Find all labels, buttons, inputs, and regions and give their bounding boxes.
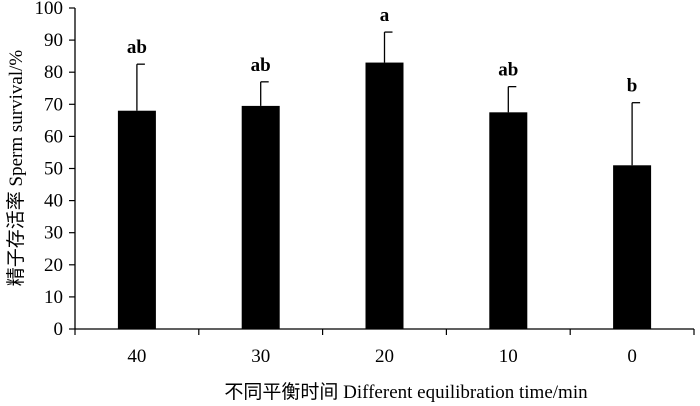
error-bars: [136, 31, 641, 166]
y-tick-label: 10: [44, 287, 63, 308]
significance-label: ab: [127, 37, 147, 58]
bar: [241, 105, 280, 329]
y-tick-label: 0: [54, 319, 64, 340]
y-tick-label: 90: [44, 30, 63, 51]
y-tick-label: 20: [44, 255, 63, 276]
bar: [365, 62, 404, 329]
y-tick-label: 40: [44, 191, 63, 212]
y-tick-label: 30: [44, 223, 63, 244]
x-tick-label: 40: [127, 346, 146, 367]
y-axis-title: 精子存活率 Sperm survival/%: [5, 50, 27, 287]
bar: [117, 110, 156, 329]
significance-labels: ab ab a ab b: [127, 5, 638, 97]
significance-label: ab: [498, 60, 518, 81]
bar: [613, 165, 652, 329]
y-tick-label: 100: [35, 0, 64, 19]
bars: [117, 62, 652, 329]
x-tick-label: 20: [375, 346, 394, 367]
significance-label: a: [380, 5, 390, 26]
x-tick-label: 30: [251, 346, 270, 367]
y-tick-label: 50: [44, 159, 63, 180]
y-axis-ticks: 0 10 20 30 40 50 60 70 80 90 100: [35, 0, 75, 340]
significance-label: ab: [251, 55, 271, 76]
x-tick-label: 0: [627, 346, 637, 367]
y-tick-label: 80: [44, 62, 63, 83]
x-axis-ticks: 40 30 20 10 0: [74, 329, 695, 367]
x-axis-title: 不同平衡时间 Different equilibration time/min: [224, 381, 588, 403]
bar: [489, 112, 528, 329]
x-tick-label: 10: [499, 346, 518, 367]
y-tick-label: 60: [44, 126, 63, 147]
y-tick-label: 70: [44, 94, 63, 115]
significance-label: b: [627, 76, 638, 97]
